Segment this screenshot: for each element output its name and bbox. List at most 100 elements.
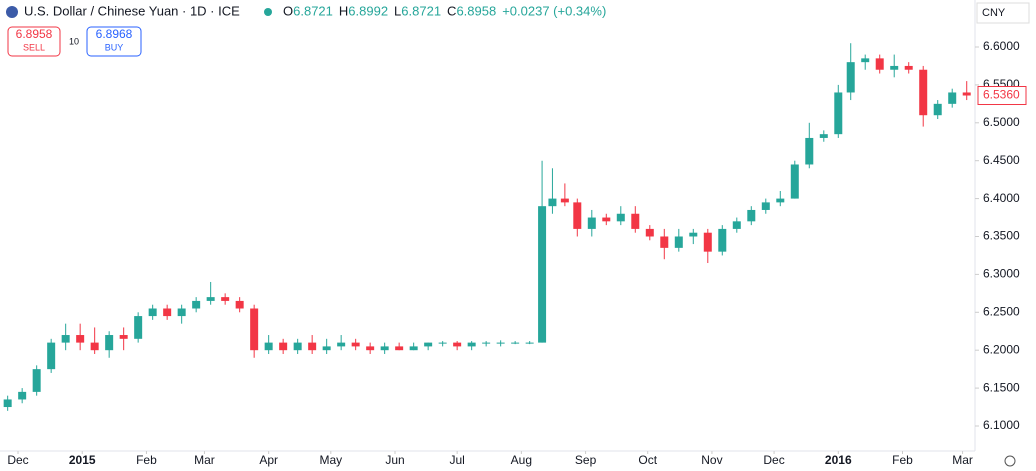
candle-body (631, 213, 640, 229)
y-tick-label: 6.4000 (983, 191, 1020, 205)
candle-body (732, 221, 741, 229)
candle-body (119, 335, 128, 339)
settings-icon[interactable] (1004, 455, 1016, 467)
y-tick-label: 6.2000 (983, 342, 1020, 356)
candle-body (875, 58, 884, 70)
y-tick-label: 6.6000 (983, 39, 1020, 53)
y-tick-label: 6.5000 (983, 115, 1020, 129)
candle-body (351, 342, 360, 347)
buy-price: 6.8968 (96, 27, 133, 41)
candle-body (467, 342, 476, 347)
candle-body (689, 232, 698, 237)
candle-body (409, 346, 418, 351)
candle-body (747, 209, 756, 222)
candle-body (395, 346, 404, 351)
candle-body (76, 335, 85, 343)
market-status (264, 8, 272, 16)
ohlc-legend: O 6.8721 H 6.8992 L 6.8721 C 6.8958 +0.0237 (+0.… (283, 3, 606, 18)
candle-body (221, 297, 230, 301)
candle-body (250, 308, 259, 351)
flag-icon (6, 6, 18, 18)
candle-body (308, 342, 317, 351)
candle-body (660, 236, 669, 248)
last-price-label: 6.5360 (983, 88, 1020, 102)
sell-price: 6.8958 (16, 27, 53, 41)
candle-body (616, 213, 625, 222)
x-tick-label: Mar (952, 453, 973, 467)
x-tick-label: Oct (638, 453, 657, 467)
candle-body (645, 228, 654, 237)
candle-body (962, 92, 971, 96)
candle-body (919, 69, 928, 116)
candle-body (293, 342, 302, 351)
candle-body (538, 206, 547, 343)
sell-button[interactable] (7, 26, 61, 57)
x-tick-label: 2015 (69, 453, 96, 467)
ohlc-value: 6.8721 (401, 3, 441, 18)
candle-body (482, 342, 491, 344)
candle-body (790, 164, 799, 199)
x-tick-label: Dec (7, 453, 28, 467)
quantity: 10 (69, 36, 79, 46)
candle-body (105, 335, 114, 351)
x-tick-label: Dec (763, 453, 784, 467)
candle-body (32, 369, 41, 392)
ohlc-value: 6.8992 (348, 3, 388, 18)
candle-body (453, 342, 462, 347)
candle-body (337, 342, 346, 347)
buy-label: BUY (105, 42, 124, 52)
x-tick-label: Mar (194, 453, 215, 467)
candle-body (703, 232, 712, 252)
currency-button[interactable] (976, 2, 1030, 24)
candle-body (933, 103, 942, 116)
candle-body (206, 297, 215, 301)
x-tick-label: Jun (385, 453, 404, 467)
candle-body (424, 342, 433, 347)
change: +0.0237 (+0.34%) (502, 3, 606, 18)
x-tick-label: Apr (259, 453, 278, 467)
currency: CNY (982, 7, 1006, 19)
x-tick-label: Nov (701, 453, 722, 467)
y-tick-label: 6.3000 (983, 267, 1020, 281)
candle-body (904, 65, 913, 70)
candle-body (61, 335, 70, 343)
candle-body (587, 217, 596, 229)
candle-body (890, 65, 899, 70)
candle-body (761, 202, 770, 210)
candle-body (163, 308, 172, 317)
ohlc-value: 6.8958 (456, 3, 496, 18)
x-tick-label: Feb (136, 453, 157, 467)
candle-body (805, 137, 814, 165)
candle-body (718, 228, 727, 252)
candle-body (776, 198, 785, 203)
x-tick-label: Feb (892, 453, 913, 467)
candle-body (18, 391, 27, 400)
candle-body (192, 300, 201, 309)
buy-button[interactable] (86, 26, 142, 57)
ohlc-value: 6.8721 (293, 3, 333, 18)
y-tick-label: 6.4500 (983, 153, 1020, 167)
candle-body (235, 300, 244, 309)
candle-body (134, 316, 143, 339)
candle-body (573, 202, 582, 229)
y-tick-label: 6.2500 (983, 304, 1020, 318)
candle-body (177, 308, 186, 317)
candle-body (819, 134, 828, 138)
candle-body (948, 92, 957, 104)
candle-body (560, 198, 569, 203)
candle-body (602, 217, 611, 222)
candle-body (846, 62, 855, 93)
x-tick-label: Sep (575, 453, 597, 467)
candle-body (548, 198, 557, 207)
candle-body (380, 346, 389, 351)
y-tick-label: 6.3500 (983, 229, 1020, 243)
candle-body (279, 342, 288, 351)
candle-body (322, 346, 331, 351)
candle-body (861, 58, 870, 63)
candle-body (496, 342, 505, 344)
candle-body (264, 342, 273, 351)
candle-body (47, 342, 56, 370)
candle-body (438, 342, 447, 344)
ohlc-key: C (447, 3, 456, 18)
